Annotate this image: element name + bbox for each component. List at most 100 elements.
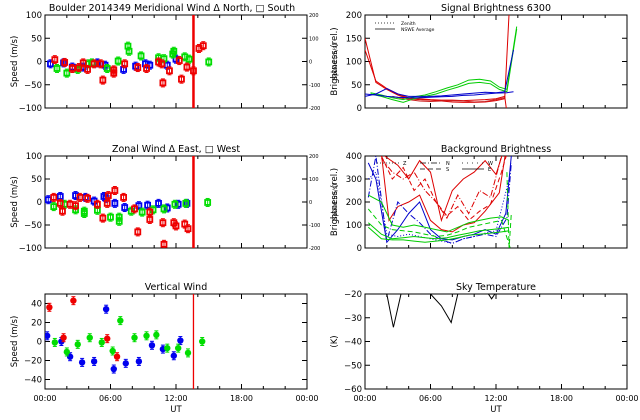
data-point-red bbox=[159, 79, 167, 87]
panel-meridional: Boulder 2014349 Meridional Wind Δ North,… bbox=[10, 3, 339, 114]
y-right-tick-label: 200 bbox=[309, 13, 319, 19]
y-right-tick-label: -200 bbox=[309, 246, 320, 252]
data-point-red bbox=[110, 69, 118, 77]
data-point-red bbox=[104, 335, 111, 342]
data-point-green bbox=[199, 338, 206, 345]
x-tick-label: 06:00 bbox=[419, 394, 442, 403]
series-line-red-N bbox=[381, 156, 502, 220]
data-point-green bbox=[80, 207, 88, 215]
data-point-green bbox=[185, 55, 193, 63]
axes-frame bbox=[364, 293, 628, 390]
x-tick-label: 18:00 bbox=[550, 394, 573, 403]
data-point-green bbox=[143, 332, 150, 339]
y-tick-label: −50 bbox=[344, 361, 362, 371]
data-point-blue bbox=[45, 332, 51, 339]
y-tick-label: 400 bbox=[346, 152, 362, 162]
data-point-red bbox=[134, 64, 142, 71]
y-tick-label: 50 bbox=[31, 34, 42, 44]
y-tick-label: 100 bbox=[26, 152, 42, 162]
series-line-sky-1 bbox=[386, 294, 402, 328]
y-tick-label: −50 bbox=[24, 81, 42, 91]
data-point-green bbox=[174, 344, 182, 352]
plot-area-zonal bbox=[45, 186, 212, 248]
y-tick-label: −20 bbox=[24, 357, 42, 367]
data-point-red bbox=[46, 304, 53, 311]
legend-label: N bbox=[446, 161, 450, 167]
y-right-tick-label: 100 bbox=[309, 36, 319, 42]
y-tick-label: 150 bbox=[346, 34, 362, 44]
data-point-green bbox=[114, 57, 122, 65]
y-tick-label: −40 bbox=[24, 376, 42, 386]
data-point-red bbox=[61, 59, 69, 66]
series-line-blue-Z bbox=[367, 171, 510, 244]
series-line-red-top bbox=[384, 156, 503, 223]
data-point-blue bbox=[111, 199, 119, 207]
data-point-red bbox=[121, 60, 129, 68]
series-line-green-spike bbox=[506, 172, 512, 248]
data-point-red bbox=[72, 202, 79, 210]
y-right-tick-label: 200 bbox=[309, 154, 319, 160]
data-point-red bbox=[175, 57, 183, 64]
panel-background: Background Brightness 0 100 200 300 400 Bright… bbox=[330, 144, 628, 254]
data-point-green bbox=[131, 334, 138, 341]
data-point-blue bbox=[144, 201, 152, 209]
data-point-red bbox=[84, 194, 91, 202]
data-point-green bbox=[63, 348, 71, 356]
data-point-green bbox=[184, 349, 192, 357]
x-tick-label: 06:00 bbox=[99, 394, 122, 403]
y-tick-label: 0 bbox=[37, 338, 42, 348]
y-tick-label: 0 bbox=[37, 198, 42, 208]
data-point-green bbox=[86, 334, 93, 341]
legend-label: E bbox=[488, 167, 491, 173]
data-point-green bbox=[182, 199, 190, 207]
data-point-red bbox=[84, 66, 91, 73]
series-line-green-3 bbox=[367, 222, 510, 240]
panel-title: Sky Temperature bbox=[456, 282, 536, 293]
data-point-red bbox=[143, 65, 150, 72]
series-line-blue-N bbox=[367, 156, 512, 244]
data-point-red bbox=[158, 60, 166, 68]
y-tick-label: 0 bbox=[357, 244, 362, 254]
y-axis-label: Speed (m/s) bbox=[10, 316, 20, 368]
y-right-tick-label: -100 bbox=[309, 83, 320, 89]
plot-area-skytemp bbox=[386, 294, 496, 328]
data-point-blue bbox=[148, 342, 156, 349]
data-point-red bbox=[59, 207, 66, 215]
data-point-green bbox=[170, 47, 178, 55]
x-axis-label: UT bbox=[170, 405, 182, 415]
series-line-green-2 bbox=[370, 28, 518, 103]
data-point-red bbox=[190, 67, 197, 75]
data-point-green bbox=[51, 339, 59, 346]
data-point-red bbox=[146, 216, 154, 223]
y-right-tick-label: 100 bbox=[309, 177, 319, 183]
data-point-blue bbox=[66, 353, 74, 360]
legend-label: Z bbox=[403, 161, 407, 167]
data-point-blue bbox=[110, 365, 117, 373]
data-point-red bbox=[50, 193, 58, 201]
data-point-blue bbox=[121, 204, 129, 211]
y-tick-label: 100 bbox=[26, 11, 42, 21]
series-line-green-1 bbox=[370, 26, 518, 101]
data-point-blue bbox=[155, 199, 162, 207]
x-tick-label: 18:00 bbox=[230, 394, 253, 403]
y-right-tick-label: 0 bbox=[309, 60, 312, 66]
data-point-red bbox=[146, 208, 154, 216]
data-point-red bbox=[199, 42, 207, 50]
x-tick-label: 12:00 bbox=[164, 394, 187, 403]
data-point-red bbox=[103, 199, 111, 207]
y-axis-label: (K) bbox=[330, 335, 340, 347]
series-line-sky-2 bbox=[430, 294, 459, 324]
data-point-red bbox=[79, 59, 87, 67]
series-line-blue-2 bbox=[365, 91, 514, 99]
y-right-tick-label: -200 bbox=[309, 106, 320, 112]
data-point-green bbox=[153, 331, 160, 339]
data-point-blue bbox=[135, 358, 143, 365]
data-point-green bbox=[160, 205, 168, 213]
data-point-green bbox=[137, 52, 145, 60]
data-point-red bbox=[160, 240, 168, 248]
data-point-red bbox=[99, 214, 107, 222]
y-tick-label: 200 bbox=[346, 11, 362, 21]
y-axis-label: Brightness (rel.) bbox=[330, 27, 340, 95]
data-point-green bbox=[103, 65, 111, 72]
